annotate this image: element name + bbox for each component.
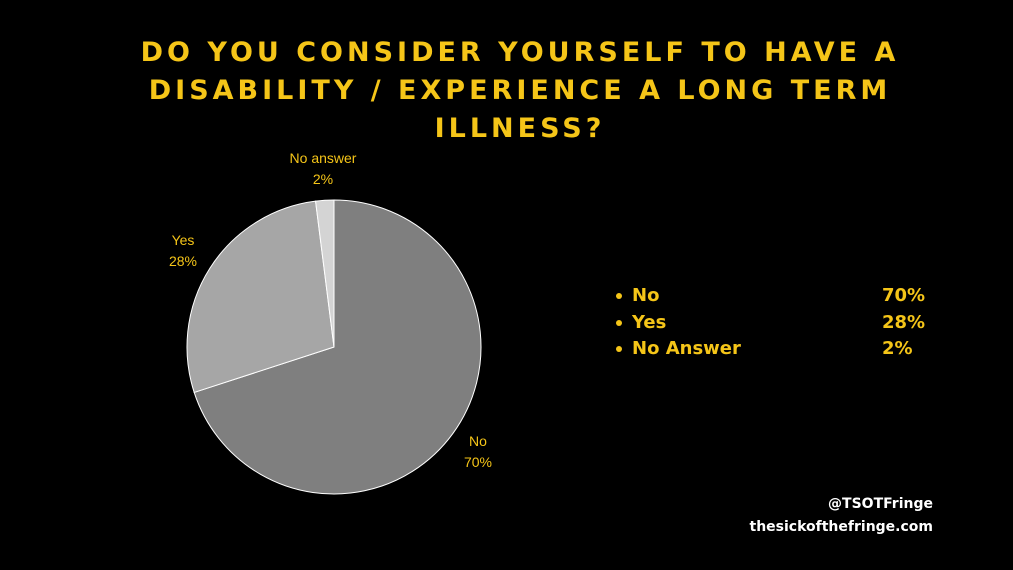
legend-label: Yes — [632, 311, 667, 333]
legend-item-no: No 70% — [612, 283, 942, 310]
slice-label: No answer — [290, 150, 357, 166]
bullet-icon — [616, 293, 622, 300]
legend-value: 70% — [882, 285, 926, 306]
legend-value: 2% — [882, 338, 913, 359]
footer: @TSOTFringe thesickofthefringe.com — [750, 493, 933, 539]
legend-item-yes: Yes 28% — [612, 310, 942, 337]
website-link: thesickofthefringe.com — [749, 519, 933, 535]
legend-item-no-answer: No Answer 2% — [612, 336, 942, 363]
bullet-icon — [616, 346, 622, 353]
slice-label: Yes — [172, 232, 195, 248]
slice-value-label: 28% — [169, 253, 197, 269]
slice-value-label: 70% — [464, 454, 492, 470]
chart-title: DO YOU CONSIDER YOURSELF TO HAVE A DISAB… — [140, 37, 900, 144]
legend-value: 28% — [882, 311, 926, 333]
bullet-icon — [616, 319, 622, 326]
pie-slice-no-answer — [315, 199, 335, 348]
pie-slices — [186, 199, 482, 495]
slice-label: No — [469, 433, 487, 449]
legend-label: No Answer — [632, 338, 741, 359]
pie-slice-labels: No 70% Yes 28% No answer 2% — [169, 150, 492, 470]
slice-value-label: 2% — [313, 171, 333, 187]
pie-slice-no — [193, 199, 482, 495]
pie-slice-yes — [186, 200, 335, 394]
legend: No 70% Yes 28% No Answer 2% — [612, 283, 942, 363]
legend-label: No — [632, 285, 660, 306]
twitter-handle: @TSOTFringe — [828, 496, 933, 512]
